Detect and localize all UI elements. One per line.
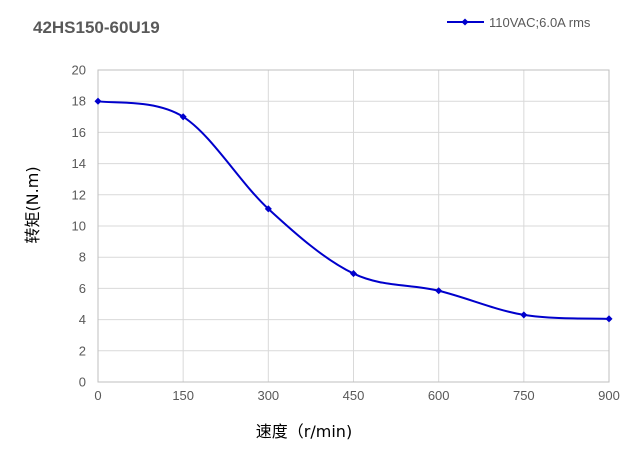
- data-point: [435, 287, 443, 295]
- plot-area: [97, 69, 610, 383]
- x-tick-label: 150: [172, 388, 194, 403]
- y-axis-label: 转矩(N.m): [23, 166, 42, 243]
- y-tick-label: 6: [79, 281, 86, 296]
- y-tick-label: 14: [72, 156, 86, 171]
- legend-marker-swatch: [461, 18, 469, 26]
- data-point: [264, 205, 272, 213]
- x-tick-label: 0: [94, 388, 101, 403]
- data-point: [605, 315, 613, 323]
- legend-entry-label: 110VAC;6.0A rms: [489, 15, 591, 30]
- x-tick-labels: 0 150 300 450 600 750 900: [94, 388, 619, 403]
- data-point: [520, 311, 528, 319]
- y-tick-label: 0: [79, 375, 86, 390]
- x-tick-label: 900: [598, 388, 620, 403]
- data-point: [179, 113, 187, 121]
- x-axis-label: 速度（r/min): [256, 422, 352, 441]
- x-tick-label: 750: [513, 388, 535, 403]
- data-point: [349, 270, 358, 278]
- legend: 110VAC;6.0A rms: [447, 15, 591, 30]
- y-tick-label: 16: [72, 125, 86, 140]
- y-tick-label: 20: [72, 63, 86, 78]
- y-tick-label: 10: [72, 219, 86, 234]
- chart-title: 42HS150-60U19: [33, 18, 160, 37]
- x-tick-label: 600: [428, 388, 450, 403]
- x-tick-label: 300: [257, 388, 279, 403]
- y-tick-label: 2: [79, 343, 86, 358]
- x-tick-label: 450: [343, 388, 365, 403]
- series-group: [94, 97, 613, 323]
- y-tick-label: 18: [72, 94, 86, 109]
- y-tick-label: 8: [79, 250, 86, 265]
- data-point: [94, 97, 102, 105]
- y-tick-label: 4: [79, 312, 86, 327]
- grid-lines: [97, 69, 610, 383]
- y-tick-label: 12: [72, 187, 86, 202]
- y-tick-labels: 0 2 4 6 8 10 12 14 16 18 20: [72, 63, 86, 390]
